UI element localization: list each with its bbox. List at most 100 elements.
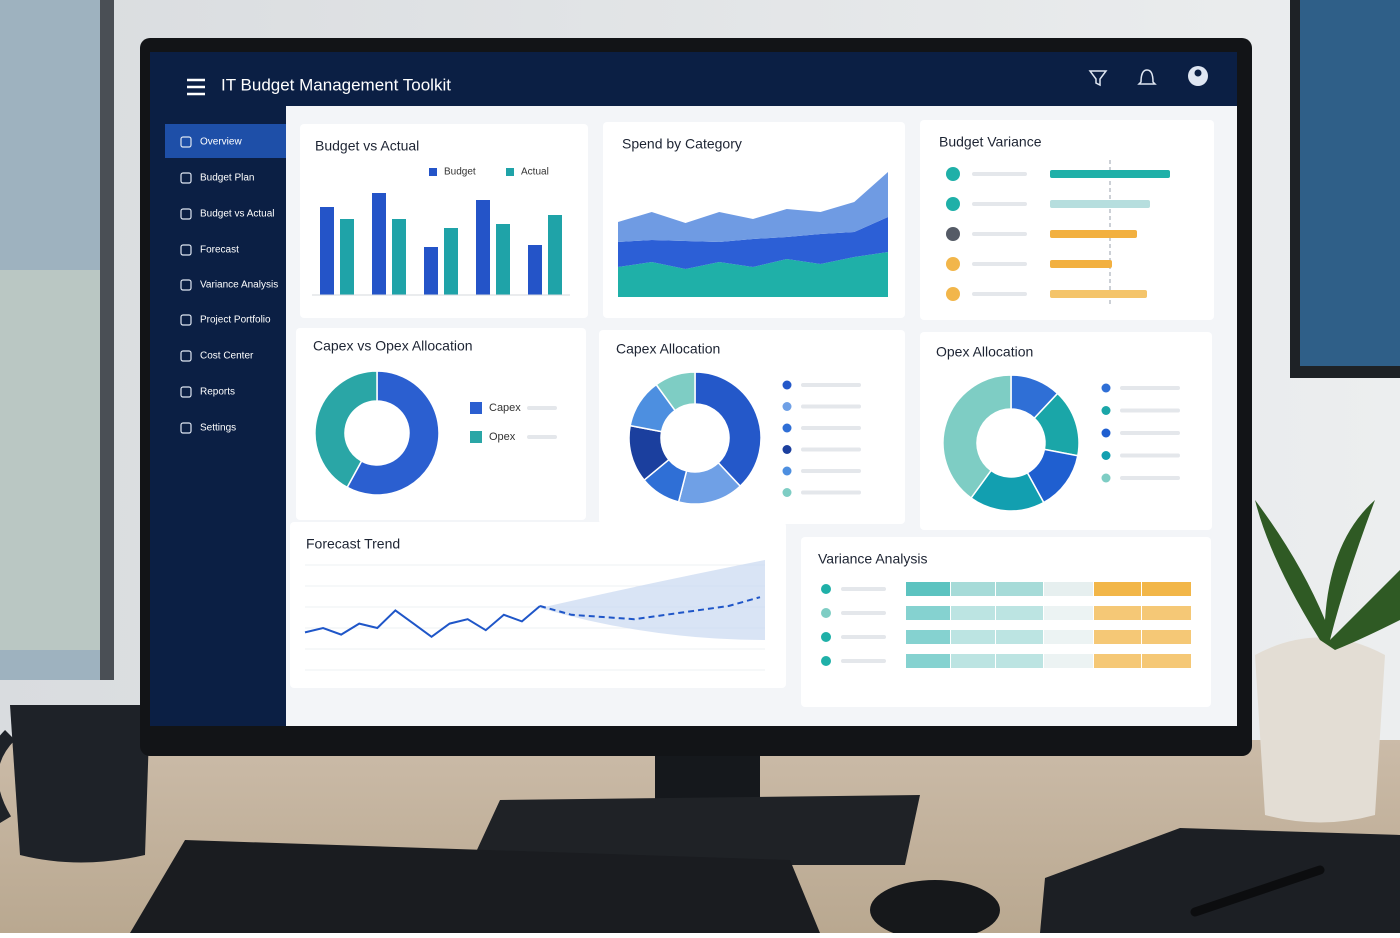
area [618,217,888,269]
area [618,172,888,242]
donut-slice [694,371,762,488]
nav-active[interactable] [165,124,286,158]
bell-icon[interactable] [1137,69,1157,85]
nav-icon[interactable] [180,136,192,148]
artwork [1300,0,1400,366]
placeholder-line [1120,386,1180,390]
bar [340,219,354,295]
variance-segment [906,606,950,620]
dot [821,584,831,594]
nav-item[interactable]: Settings [200,423,236,434]
placeholder-line [972,262,1027,266]
placeholder-line [972,232,1027,236]
nav-item[interactable]: Forecast [200,245,239,256]
nav-icon[interactable] [180,208,192,220]
dot [946,227,960,241]
variance-bar [1050,230,1137,238]
variance-segment [996,606,1043,620]
placeholder-line [1120,453,1180,458]
bar [444,228,458,295]
mug [10,705,150,863]
card-title: Opex Allocation [936,344,1033,360]
dot [946,257,960,271]
nav-item[interactable]: Overview [200,137,242,148]
legend-label: Actual [521,167,549,178]
nav-icon[interactable] [180,350,192,362]
legend-label: Capex [489,402,521,414]
dot [821,632,831,642]
dot [946,197,960,211]
card-title: Variance Analysis [818,551,927,567]
sidebar [150,106,286,726]
placeholder-line [801,383,861,387]
placeholder-line [801,490,861,495]
legend-label: Opex [489,431,516,443]
notebook [1040,828,1400,933]
app-title: IT Budget Management Toolkit [221,75,451,94]
forecast-band [540,560,765,640]
nav-icon[interactable] [180,172,192,184]
variance-segment [1142,606,1191,620]
nav-item[interactable]: Project Portfolio [200,315,271,326]
variance-segment [1094,630,1141,644]
card-title: Budget Variance [939,134,1042,150]
variance-segment [906,582,950,596]
placeholder-line [801,404,861,409]
donut-slice [346,370,440,496]
placeholder-line [1120,408,1180,413]
variance-segment [1142,630,1191,644]
nav-icon[interactable] [180,386,192,398]
nav-item[interactable]: Budget Plan [200,173,255,184]
window-frame [100,0,114,680]
variance-segment [906,654,950,668]
placeholder-line [527,406,557,410]
legend-dot [782,488,792,497]
variance-segment [951,606,995,620]
dot [946,287,960,301]
menu-icon[interactable] [187,78,205,96]
filter-icon[interactable] [1088,70,1108,87]
variance-segment [1094,654,1141,668]
actual-line [304,605,541,639]
nav-icon[interactable] [180,244,192,256]
legend-dot [1101,473,1111,483]
donut-slice [314,370,378,489]
nav-item[interactable]: Cost Center [200,351,254,362]
variance-segment [996,654,1043,668]
variance-bar [1050,200,1150,208]
variance-segment [1094,582,1141,596]
dot [946,167,960,181]
placeholder-line [841,587,886,591]
placeholder-line [972,172,1027,176]
legend-dot [782,445,792,454]
variance-segment [951,582,995,596]
variance-segment [996,582,1043,596]
nav-icon[interactable] [180,422,192,434]
placeholder-line [841,659,886,663]
area [618,252,888,297]
nav-icon[interactable] [180,314,192,326]
plant-pot [1255,637,1385,823]
bar [320,207,334,295]
donut-slice [942,374,1012,500]
dot [821,608,831,618]
variance-bar [1050,170,1170,178]
nav-item[interactable]: Variance Analysis [200,280,278,291]
legend-swatch [470,431,482,443]
legend-swatch [429,168,437,176]
nav-icon[interactable] [180,279,192,291]
card-title: Spend by Category [622,136,742,152]
header-bar[interactable] [150,52,1237,106]
legend-label: Budget [444,167,476,178]
bar [392,219,406,295]
window-view [0,270,100,650]
mug-handle [0,730,16,823]
nav-item[interactable]: Budget vs Actual [200,209,275,220]
legend-swatch [506,168,514,176]
placeholder-line [972,292,1027,296]
variance-segment [951,630,995,644]
variance-segment [951,654,995,668]
nav-item[interactable]: Reports [200,387,235,398]
legend-dot [1101,451,1111,460]
variance-segment [1044,630,1093,644]
